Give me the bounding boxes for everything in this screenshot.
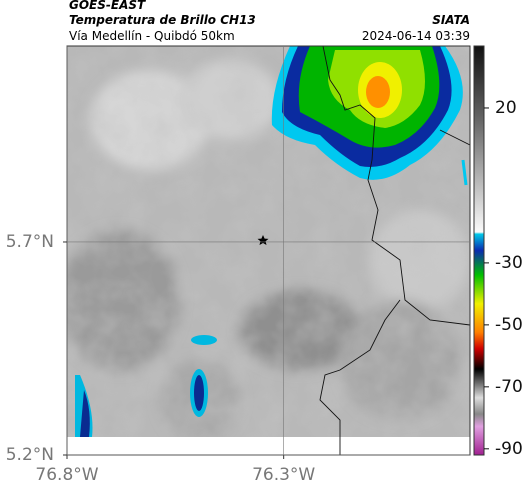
y-tick-label: 5.2°N: [6, 445, 54, 465]
colorbar-tick-label: -90: [495, 439, 523, 459]
x-tick-label: 76.8°W: [35, 465, 98, 485]
title: Temperatura de Brillo CH13: [69, 13, 256, 27]
colorbar-tick-label: 20: [495, 98, 517, 118]
colorbar-tick-label: -50: [495, 315, 523, 335]
location-marker: [257, 235, 269, 245]
colorbar: [473, 45, 485, 456]
x-tick-label: 76.3°W: [252, 465, 315, 485]
agency: SIATA: [432, 13, 470, 27]
colorbar-tick-label: -70: [495, 377, 523, 397]
source: GOES-EAST: [69, 0, 146, 12]
datetime: 2024-06-14 03:39: [362, 29, 470, 43]
colorbar-tick-label: -30: [495, 253, 523, 273]
subtitle: Vía Medellín - Quibdó 50km: [69, 29, 235, 43]
y-tick-label: 5.7°N: [6, 232, 54, 252]
satellite-image: [67, 46, 470, 455]
